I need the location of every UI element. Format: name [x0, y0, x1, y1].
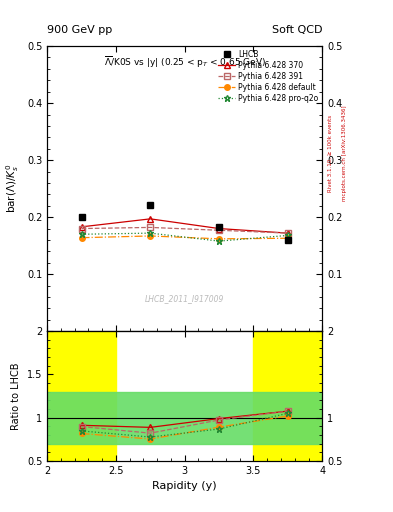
Pythia 6.428 370 — [79, 224, 84, 230]
Line: LHCB: LHCB — [78, 201, 291, 243]
Pythia 6.428 370 — [217, 225, 222, 231]
Y-axis label: bar($\Lambda$)/$K^0_s$: bar($\Lambda$)/$K^0_s$ — [5, 164, 21, 214]
LHCB — [79, 214, 84, 220]
Line: Pythia 6.428 391: Pythia 6.428 391 — [79, 225, 291, 236]
Pythia 6.428 pro-q2o — [79, 231, 84, 238]
Pythia 6.428 pro-q2o — [285, 232, 290, 239]
Text: mcplots.cern.ch [arXiv:1306.3436]: mcplots.cern.ch [arXiv:1306.3436] — [342, 106, 347, 201]
Pythia 6.428 default — [79, 234, 84, 241]
Line: Pythia 6.428 default: Pythia 6.428 default — [79, 233, 291, 242]
Pythia 6.428 391 — [148, 224, 153, 230]
Pythia 6.428 391 — [217, 227, 222, 233]
Y-axis label: Ratio to LHCB: Ratio to LHCB — [11, 362, 21, 430]
Text: LHCB_2011_I917009: LHCB_2011_I917009 — [145, 294, 224, 303]
Pythia 6.428 391 — [285, 230, 290, 236]
Pythia 6.428 391 — [79, 225, 84, 231]
Text: Rivet 3.1.10, ≥ 100k events: Rivet 3.1.10, ≥ 100k events — [328, 115, 333, 192]
Pythia 6.428 pro-q2o — [148, 230, 153, 236]
Pythia 6.428 370 — [285, 230, 290, 236]
LHCB — [217, 224, 222, 230]
LHCB — [148, 202, 153, 208]
Pythia 6.428 370 — [148, 216, 153, 222]
Text: 900 GeV pp: 900 GeV pp — [47, 25, 112, 35]
Pythia 6.428 default — [217, 236, 222, 242]
LHCB — [285, 237, 290, 243]
Pythia 6.428 default — [148, 233, 153, 239]
X-axis label: Rapidity (y): Rapidity (y) — [152, 481, 217, 491]
Text: Soft QCD: Soft QCD — [272, 25, 322, 35]
Pythia 6.428 pro-q2o — [217, 238, 222, 244]
Line: Pythia 6.428 370: Pythia 6.428 370 — [79, 216, 291, 236]
Pythia 6.428 default — [285, 235, 290, 241]
Line: Pythia 6.428 pro-q2o: Pythia 6.428 pro-q2o — [78, 230, 291, 245]
Legend: LHCB, Pythia 6.428 370, Pythia 6.428 391, Pythia 6.428 default, Pythia 6.428 pro: LHCB, Pythia 6.428 370, Pythia 6.428 391… — [217, 48, 320, 104]
Text: $\overline{\Lambda}$/K0S vs |y| (0.25 < p$_T$ < 0.65 GeV): $\overline{\Lambda}$/K0S vs |y| (0.25 < … — [104, 55, 266, 70]
